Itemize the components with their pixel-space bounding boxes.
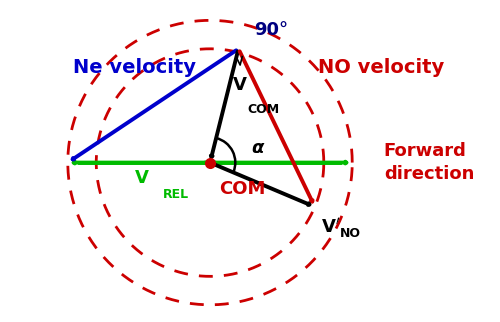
Text: COM: COM xyxy=(220,180,266,198)
Text: NO: NO xyxy=(340,227,361,241)
Text: $\mathbf{V'}$: $\mathbf{V'}$ xyxy=(321,218,340,237)
Text: Ne velocity: Ne velocity xyxy=(72,58,196,77)
Text: Forward
direction: Forward direction xyxy=(384,142,474,183)
Text: NO velocity: NO velocity xyxy=(318,58,444,77)
Text: $\mathbf{V}$: $\mathbf{V}$ xyxy=(134,169,150,187)
Text: COM: COM xyxy=(248,103,280,116)
Text: $\mathbf{V}$: $\mathbf{V}$ xyxy=(232,76,248,94)
Text: 90°: 90° xyxy=(254,21,288,39)
Text: REL: REL xyxy=(162,188,188,201)
Text: α: α xyxy=(251,139,264,157)
